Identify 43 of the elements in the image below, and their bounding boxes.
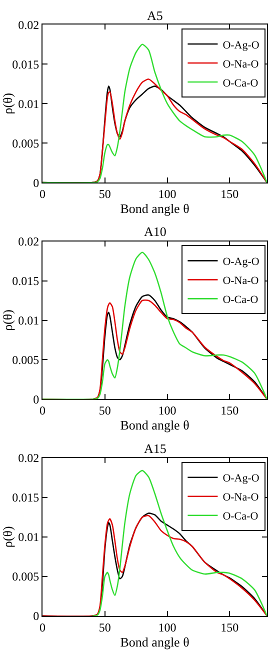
legend-label: O-Ag-O: [222, 472, 260, 485]
y-tick-label: 0.02: [18, 234, 40, 248]
legend-label: O-Ca-O: [222, 77, 258, 90]
y-tick-label: 0.01: [18, 530, 40, 544]
x-axis-title: Bond angle θ: [120, 634, 190, 650]
y-tick-label: 0: [33, 392, 40, 406]
legend-label: O-Ca-O: [222, 294, 258, 306]
y-tick-label: 0.015: [12, 57, 40, 72]
x-tick-label: 50: [98, 404, 111, 418]
legend-label: O-Na-O: [222, 274, 259, 287]
y-tick-label: 0.005: [12, 570, 40, 584]
y-tick-label: 0: [33, 176, 40, 190]
x-tick-label: 100: [158, 404, 176, 418]
y-tick-label: 0.015: [12, 490, 40, 505]
line-series: [92, 470, 268, 616]
y-tick-label: 0.005: [12, 352, 40, 367]
legend-label: O-Na-O: [222, 58, 259, 70]
x-axis-title: Bond angle θ: [120, 200, 190, 216]
y-tick-label: 0.005: [12, 136, 40, 150]
x-tick-label: 100: [158, 186, 176, 201]
y-axis-title: ρ(θ): [0, 526, 15, 548]
x-tick-label: 150: [220, 620, 239, 634]
x-tick-label: 50: [98, 186, 111, 201]
y-tick-label: 0.01: [18, 313, 40, 328]
chart-title: A5: [147, 8, 163, 23]
y-tick-label: 0: [33, 609, 40, 624]
x-tick-label: 150: [220, 186, 239, 201]
legend-label: O-Ag-O: [222, 39, 260, 52]
y-tick-label: 0.015: [12, 274, 40, 288]
legend-label: O-Na-O: [222, 492, 259, 504]
y-tick-label: 0.02: [18, 18, 40, 32]
chart-title: A15: [144, 441, 166, 456]
y-tick-label: 0.01: [18, 96, 40, 111]
x-tick-label: 150: [220, 404, 239, 418]
x-tick-label: 100: [158, 620, 176, 634]
legend-label: O-Ca-O: [222, 510, 258, 523]
legend-label: O-Ag-O: [222, 256, 260, 268]
y-axis-title: ρ(θ): [0, 310, 15, 331]
x-tick-label: 50: [98, 620, 111, 634]
x-axis-title: Bond angle θ: [120, 418, 190, 433]
y-tick-label: 0.02: [18, 451, 40, 466]
chart-title: A10: [144, 224, 166, 239]
y-axis-title: ρ(θ): [0, 92, 15, 114]
